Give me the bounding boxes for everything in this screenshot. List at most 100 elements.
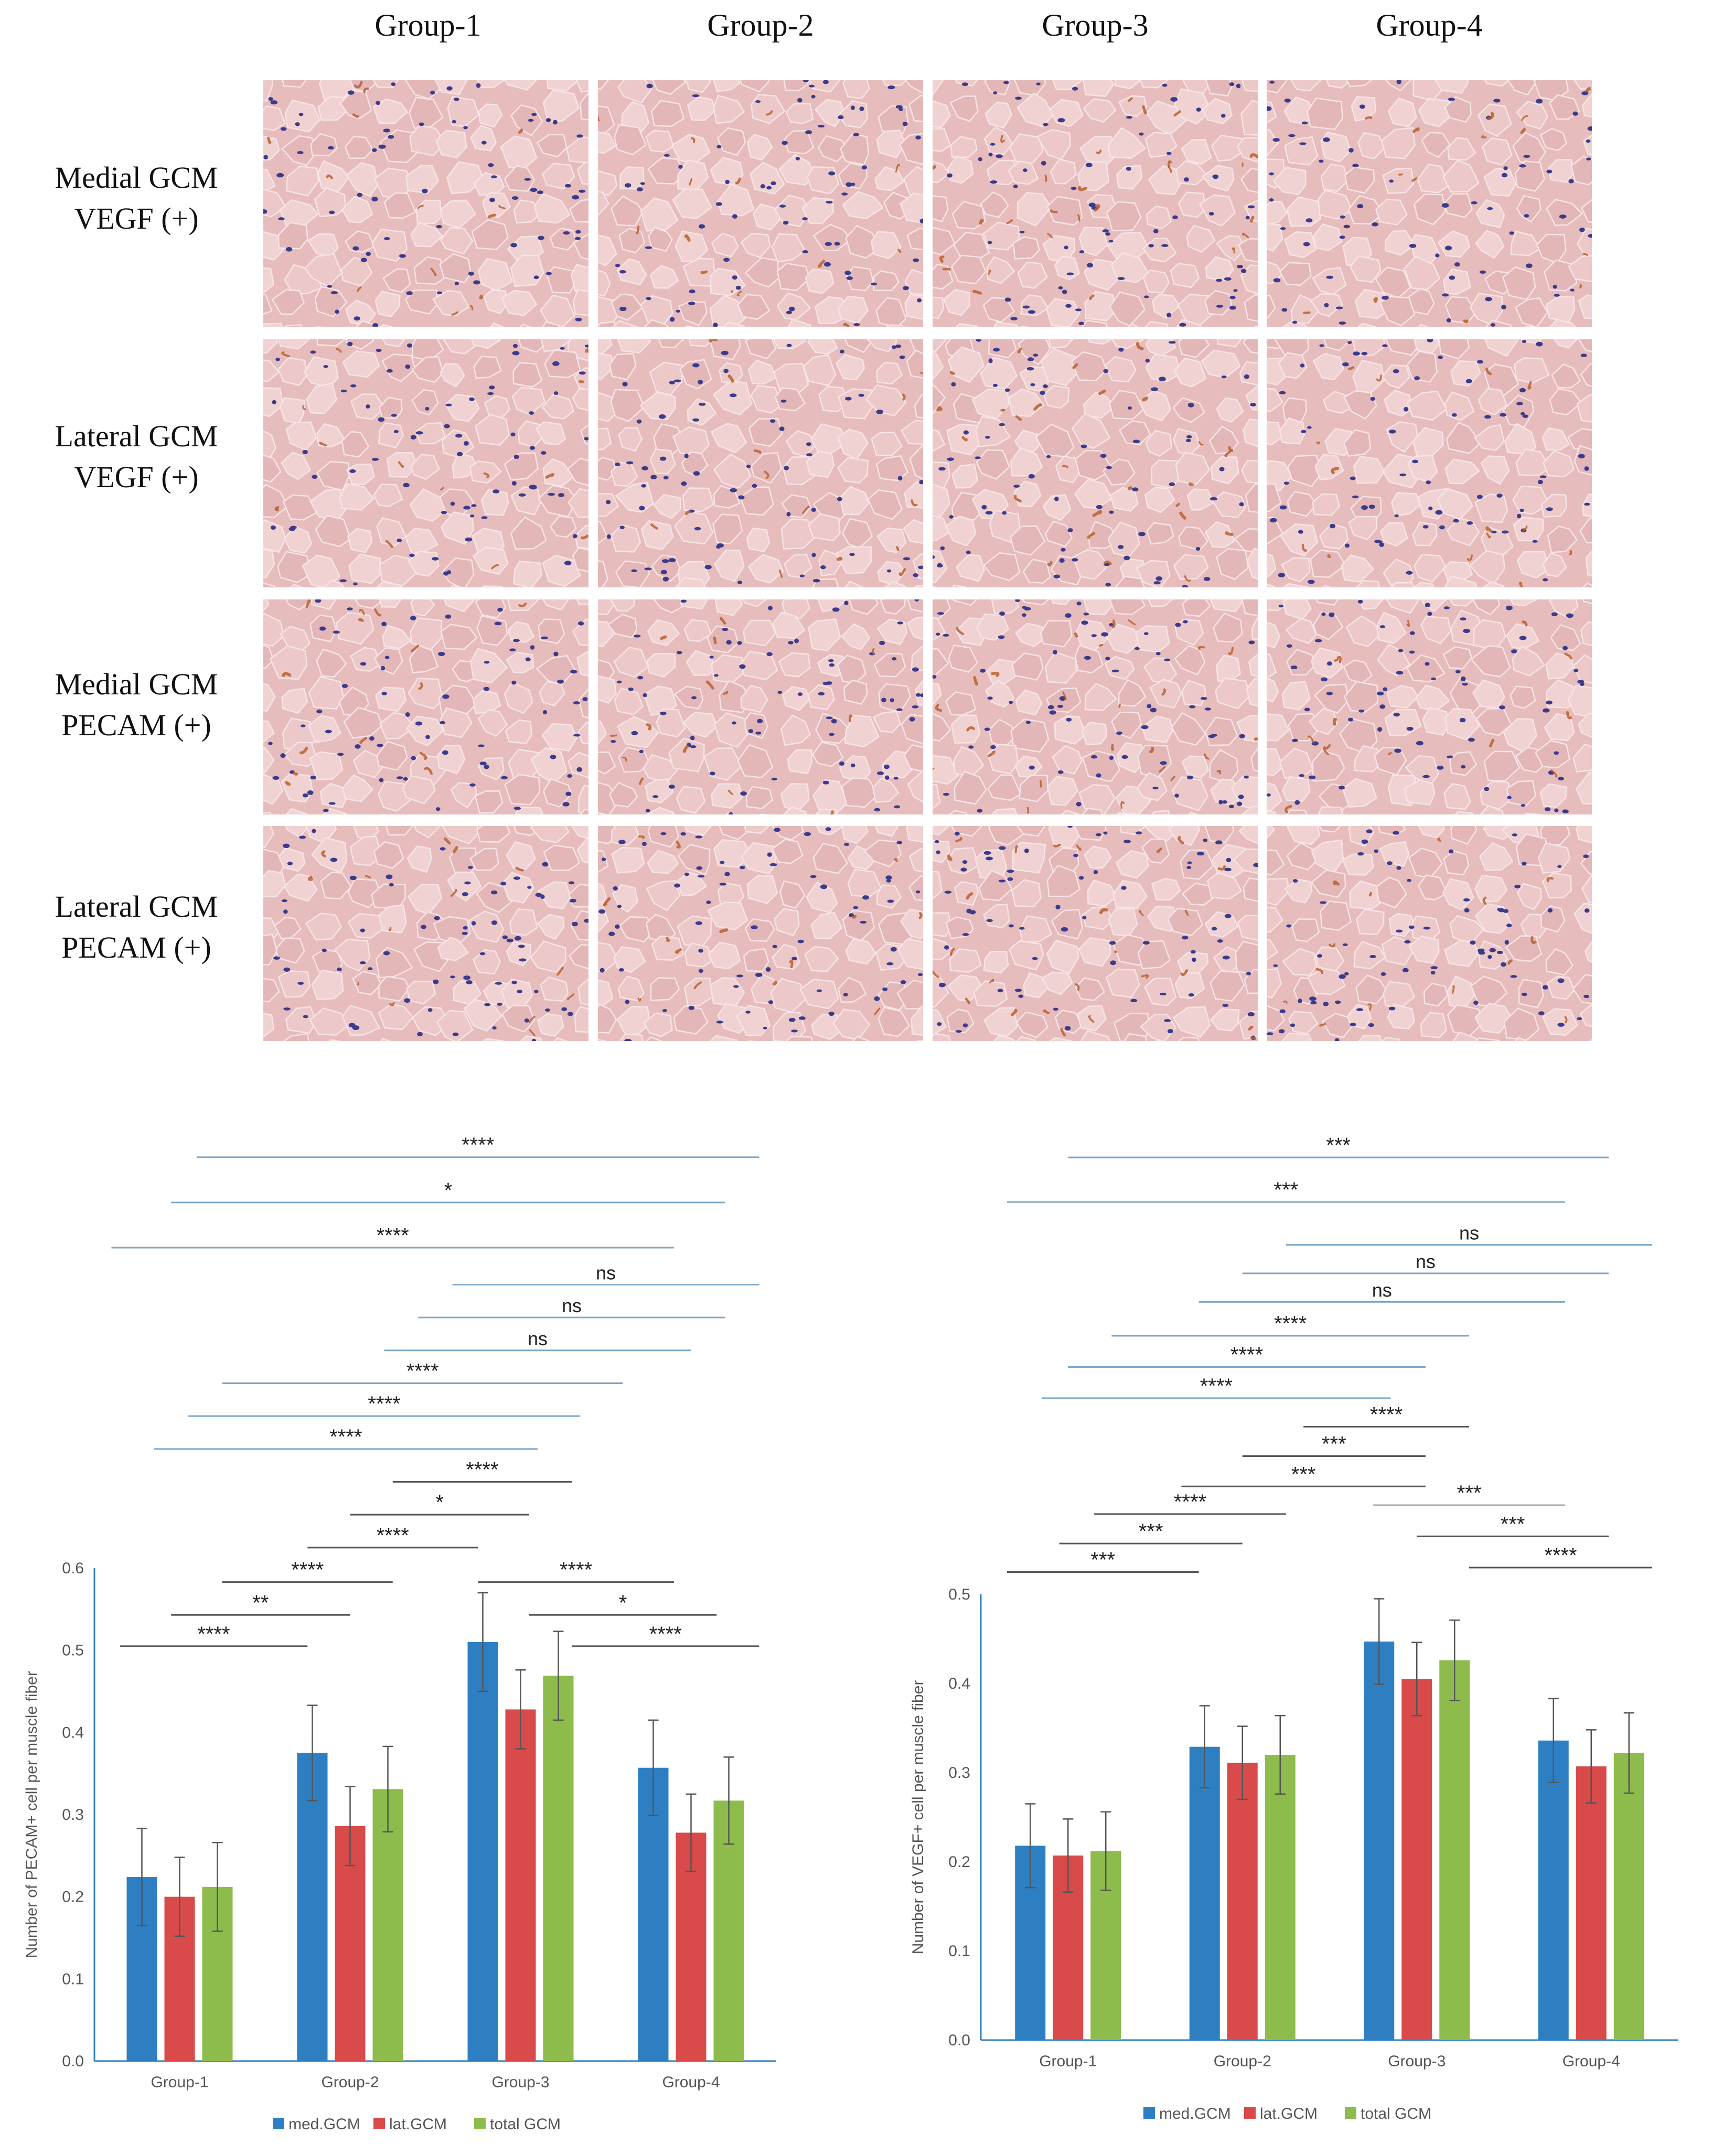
- legend-label: med.GCM: [288, 2116, 360, 2133]
- significance-label: ****: [377, 1224, 409, 1247]
- y-tick-label: 0.2: [948, 1853, 970, 1871]
- vegf-bar-chart: Number of VEGF+ cell per muscle fiber 0.0…: [909, 1134, 1678, 2122]
- x-tick-label: Group-3: [1388, 2053, 1446, 2070]
- bar-totalgcm-group-2: [372, 1789, 403, 2061]
- significance-label: ****: [1544, 1544, 1577, 1567]
- significance-label: ***: [1322, 1433, 1346, 1456]
- significance-label: ****: [649, 1623, 682, 1646]
- bar-medgcm-group-2: [1189, 1746, 1220, 2040]
- y-tick-label: 0.5: [62, 1642, 84, 1659]
- micrograph-row3-group-4: [1267, 599, 1592, 814]
- bar-totalgcm-group-2: [1265, 1755, 1296, 2040]
- row-header-2: Lateral GCM VEGF (+): [31, 416, 241, 498]
- bar-totalgcm-group-3: [543, 1676, 574, 2061]
- bar-totalgcm-group-4: [1613, 1753, 1644, 2040]
- legend-label: lat.GCM: [389, 2116, 447, 2133]
- y-tick-label: 0.4: [948, 1675, 970, 1692]
- x-tick-label: Group-1: [1039, 2053, 1097, 2070]
- micrograph-row1-group-1: [263, 80, 588, 327]
- legend-label: med.GCM: [1159, 2105, 1231, 2122]
- row-header-3: Medial GCM PECAM (+): [31, 664, 241, 746]
- y-tick-label: 0.5: [948, 1586, 970, 1603]
- legend-swatch: [1345, 2107, 1356, 2119]
- micrograph-row2-group-3: [933, 339, 1258, 587]
- significance-label: ****: [291, 1559, 324, 1582]
- significance-label: ****: [197, 1623, 230, 1646]
- x-tick-label: Group-2: [1214, 2053, 1271, 2070]
- micrograph-row1-group-3: [933, 80, 1258, 327]
- row-header-3-line1: Medial GCM: [55, 667, 218, 701]
- micrograph-row4-group-2: [598, 826, 923, 1041]
- column-header-group-2: Group-2: [707, 8, 814, 42]
- legend-swatch: [474, 2118, 486, 2129]
- micrograph-row3-group-3: [933, 599, 1258, 814]
- significance-label: **: [252, 1591, 269, 1614]
- bar-latgcm-group-3: [505, 1709, 536, 2061]
- significance-label: ****: [1200, 1375, 1233, 1398]
- bar-latgcm-group-2: [1227, 1763, 1258, 2040]
- significance-label: *: [435, 1491, 444, 1514]
- significance-label: *: [619, 1591, 627, 1614]
- significance-label: ****: [1370, 1403, 1403, 1426]
- significance-label: ns: [528, 1328, 548, 1349]
- pecam-bar-chart: Number of PECAM+ cell per muscle fiber 0.…: [23, 1134, 776, 2133]
- y-tick-label: 0.0: [948, 2032, 970, 2049]
- micrograph-row4-group-4: [1267, 826, 1592, 1041]
- micrograph-row2-group-2: [598, 339, 923, 587]
- significance-label: ****: [329, 1425, 362, 1449]
- x-tick-label: Group-2: [321, 2074, 379, 2091]
- y-tick-label: 0.1: [948, 1943, 970, 1960]
- y-tick-label: 0.0: [62, 2053, 84, 2070]
- significance-label: ****: [368, 1392, 400, 1415]
- y-tick-label: 0.4: [62, 1724, 84, 1741]
- x-tick-label: Group-4: [1562, 2053, 1620, 2070]
- row-header-1-line1: Medial GCM: [55, 160, 218, 195]
- significance-label: ****: [1230, 1344, 1263, 1367]
- legend-label: total GCM: [490, 2116, 561, 2133]
- bar-medgcm-group-2: [297, 1753, 328, 2061]
- column-header-group-3: Group-3: [1042, 8, 1149, 42]
- x-tick-label: Group-4: [662, 2074, 720, 2091]
- row-header-4-line2: PECAM (+): [61, 930, 211, 964]
- significance-label: ns: [1459, 1222, 1479, 1244]
- significance-label: ***: [1326, 1134, 1351, 1157]
- micrograph-row2-group-1: [263, 339, 588, 587]
- bar-latgcm-group-4: [1576, 1766, 1607, 2040]
- micrograph-row3-group-2: [598, 599, 923, 814]
- micrograph-row1-group-2: [598, 80, 923, 327]
- bar-medgcm-group-3: [467, 1642, 498, 2061]
- legend-swatch: [1244, 2107, 1256, 2119]
- significance-label: ****: [462, 1134, 494, 1157]
- bar-latgcm-group-3: [1401, 1679, 1432, 2040]
- y-tick-label: 0.6: [62, 1560, 84, 1577]
- micrograph-row2-group-4: [1267, 339, 1592, 587]
- significance-label: ***: [1291, 1463, 1316, 1486]
- significance-label: ns: [562, 1295, 582, 1316]
- significance-label: ****: [1174, 1490, 1206, 1514]
- significance-label: ***: [1274, 1178, 1299, 1202]
- significance-label: ns: [1416, 1251, 1436, 1272]
- column-header-group-1: Group-1: [374, 8, 481, 42]
- significance-label: ****: [1274, 1312, 1307, 1335]
- significance-label: ****: [466, 1458, 498, 1482]
- row-header-4: Lateral GCM PECAM (+): [31, 886, 241, 968]
- bar-medgcm-group-4: [1538, 1740, 1569, 2040]
- micrograph-row1-group-4: [1267, 80, 1592, 327]
- legend-label: total GCM: [1361, 2105, 1431, 2122]
- legend-swatch: [273, 2118, 284, 2129]
- significance-label: *: [444, 1179, 453, 1202]
- significance-label: ns: [596, 1262, 616, 1284]
- row-header-2-line2: VEGF (+): [74, 460, 199, 494]
- y-tick-label: 0.2: [62, 1889, 84, 1906]
- micrograph-row4-group-3: [933, 826, 1258, 1041]
- legend-swatch: [1143, 2107, 1155, 2119]
- legend-label: lat.GCM: [1260, 2105, 1318, 2122]
- y-tick-label: 0.1: [62, 1970, 84, 1988]
- significance-label: ***: [1501, 1513, 1525, 1536]
- row-header-1: Medial GCM VEGF (+): [31, 157, 241, 239]
- micrograph-row4-group-1: [263, 826, 588, 1041]
- row-header-1-line2: VEGF (+): [74, 201, 199, 235]
- y-tick-label: 0.3: [948, 1764, 970, 1782]
- row-header-4-line1: Lateral GCM: [55, 889, 218, 924]
- micrograph-row3-group-1: [263, 599, 588, 814]
